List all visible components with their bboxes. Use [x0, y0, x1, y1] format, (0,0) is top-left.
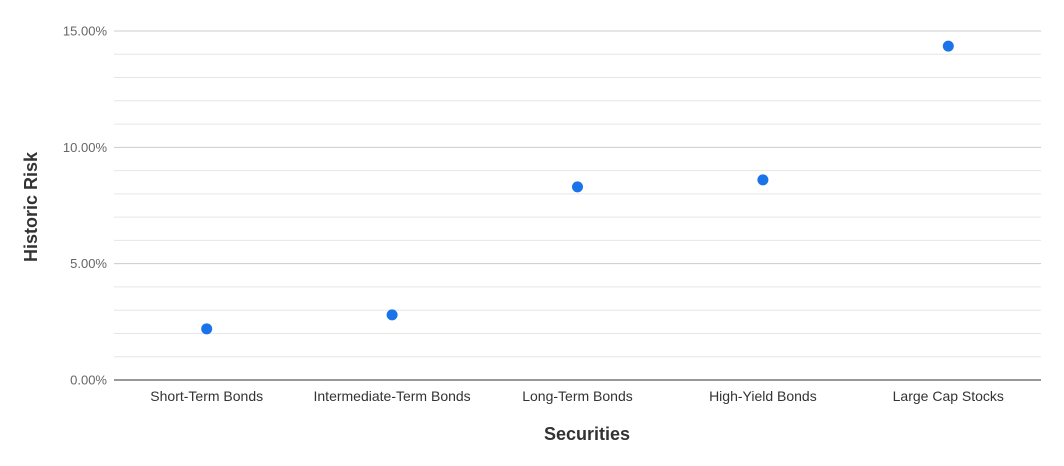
x-axis-ticks: Short-Term Bonds Intermediate-Term Bonds L…	[150, 388, 1004, 404]
data-points	[201, 40, 954, 335]
x-axis-title: Securities	[544, 424, 630, 444]
grid-lines	[114, 30, 1041, 358]
data-point[interactable]	[201, 323, 213, 335]
data-point[interactable]	[757, 174, 769, 186]
y-axis-ticks: 0.00% 5.00% 10.00% 15.00%	[63, 24, 108, 388]
x-tick-label: Long-Term Bonds	[522, 388, 633, 404]
y-tick-label: 10.00%	[63, 140, 108, 155]
y-axis-title: Historic Risk	[21, 151, 41, 262]
data-point[interactable]	[386, 309, 398, 321]
x-tick-label: Short-Term Bonds	[150, 388, 263, 404]
data-point[interactable]	[572, 181, 583, 193]
y-tick-label: 5.00%	[70, 256, 107, 271]
y-tick-label: 15.00%	[63, 24, 108, 39]
x-tick-label: Large Cap Stocks	[893, 388, 1004, 404]
data-point[interactable]	[942, 40, 954, 52]
x-tick-label: Intermediate-Term Bonds	[314, 388, 471, 404]
x-tick-label: High-Yield Bonds	[709, 388, 817, 404]
y-tick-label: 0.00%	[70, 373, 107, 388]
